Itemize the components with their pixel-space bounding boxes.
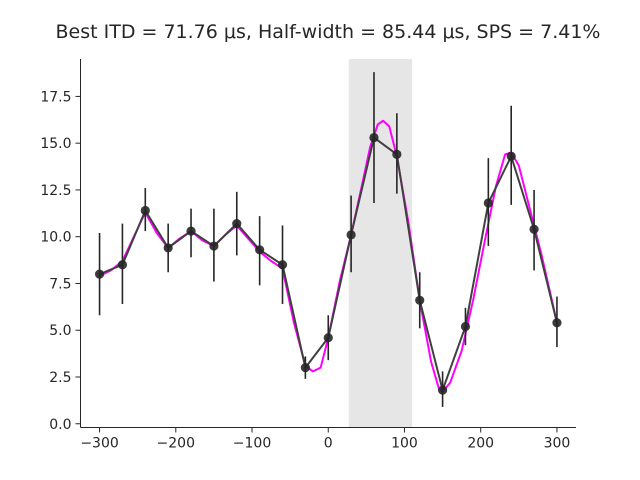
- data-point: [232, 219, 242, 229]
- data-point: [552, 318, 562, 328]
- shaded-region-layer: [348, 59, 413, 428]
- axes: [80, 59, 576, 428]
- y-ticks: 0.0 2.5 5.0 7.5 10.0 12.5 15.0 17.5: [40, 89, 81, 433]
- shaded-region: [348, 59, 413, 428]
- data-point: [369, 132, 379, 143]
- y-tick-label: 2.5: [49, 370, 71, 386]
- data-point: [506, 151, 516, 161]
- y-tick-label: 0.0: [49, 417, 71, 433]
- x-tick-label: −100: [233, 436, 271, 452]
- x-tick-label: 0: [324, 436, 333, 452]
- data-point: [415, 295, 425, 305]
- data-point: [94, 269, 105, 279]
- data-point: [346, 230, 356, 240]
- x-tick-label: 200: [467, 436, 494, 452]
- y-tick-label: 15.0: [40, 136, 71, 152]
- data-point: [209, 241, 219, 251]
- data-point: [483, 198, 493, 208]
- y-tick-label: 10.0: [40, 230, 71, 246]
- y-tick-label: 7.5: [49, 276, 71, 292]
- y-tick-label: 17.5: [40, 89, 71, 105]
- x-tick-label: −300: [80, 436, 118, 452]
- x-tick-label: 300: [544, 436, 571, 452]
- data-point: [117, 260, 128, 270]
- data-point: [529, 224, 539, 234]
- data-series-layer: [94, 72, 562, 407]
- data-point: [300, 363, 310, 373]
- data-point: [163, 243, 173, 253]
- data-point: [255, 245, 265, 255]
- y-tick-label: 12.5: [40, 183, 71, 199]
- data-point: [392, 149, 402, 159]
- x-tick-label: 100: [391, 436, 418, 452]
- y-tick-label: 5.0: [49, 323, 71, 339]
- data-point: [460, 321, 471, 332]
- data-point: [140, 205, 150, 216]
- x-tick-label: −200: [157, 436, 195, 452]
- chart-title: Best ITD = 71.76 μs, Half-width = 85.44 …: [56, 21, 601, 43]
- x-ticks: −300 −200 −100 0 100 200 300: [80, 427, 571, 452]
- data-point: [323, 333, 333, 343]
- data-point: [186, 226, 196, 236]
- data-point: [437, 385, 448, 395]
- data-point: [277, 260, 288, 270]
